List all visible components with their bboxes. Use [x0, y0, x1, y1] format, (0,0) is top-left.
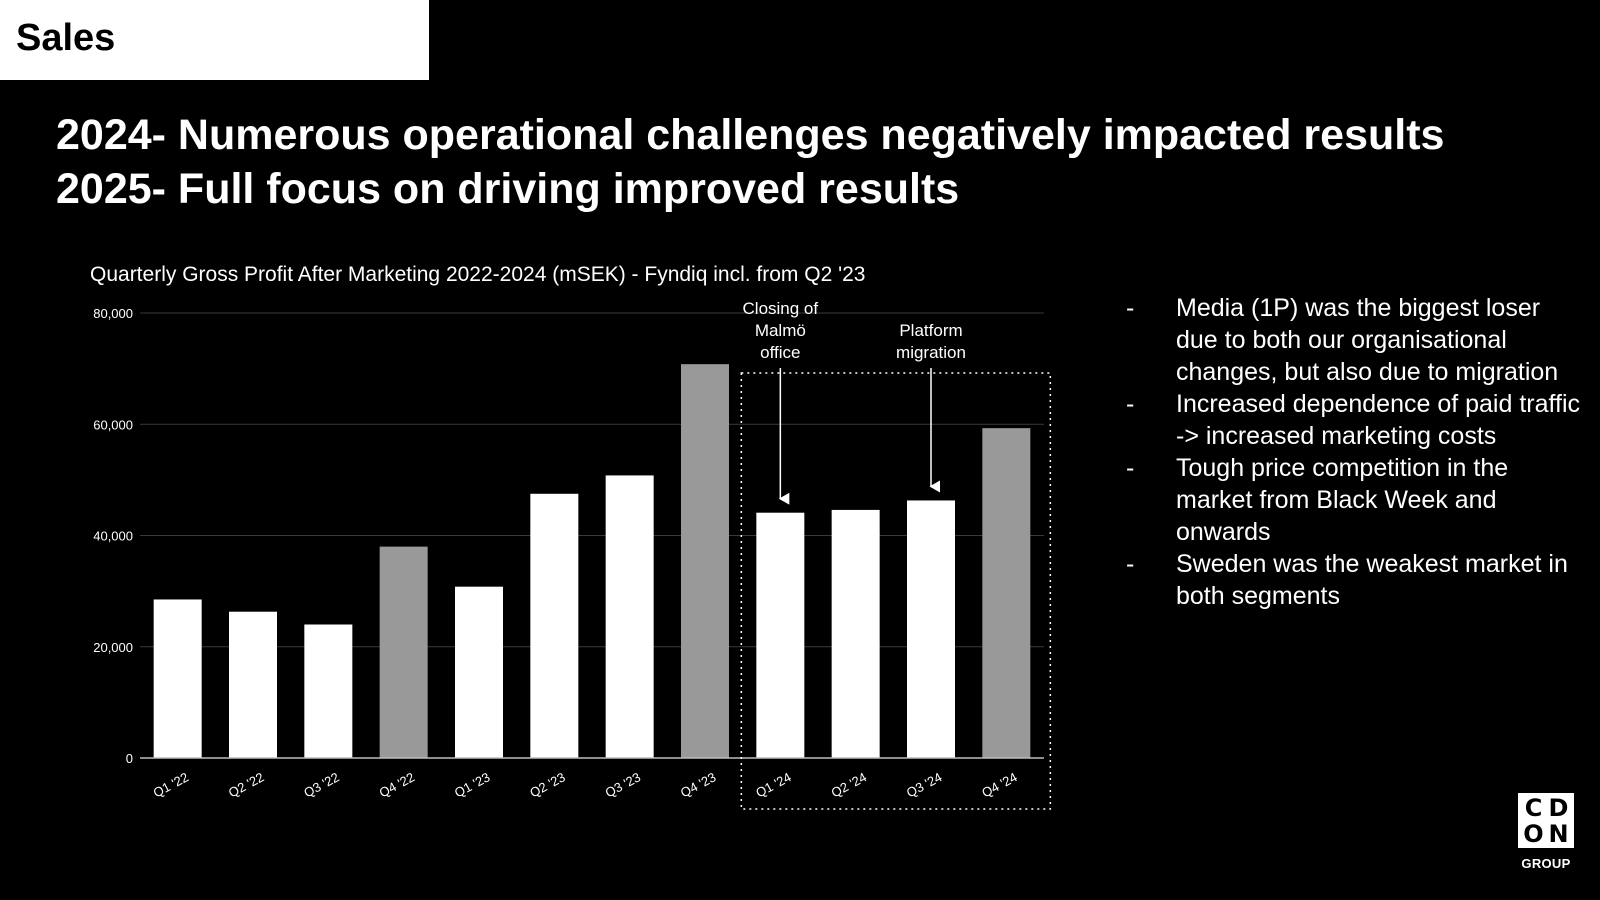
- logo-letter: O: [1523, 820, 1544, 848]
- bullet-item: - Increased dependence of paid traffic -…: [1126, 388, 1586, 452]
- bullet-text: Increased dependence of paid traffic -> …: [1176, 390, 1580, 450]
- bullet-item: - Tough price competition in the market …: [1126, 452, 1586, 548]
- bar: [530, 493, 579, 758]
- x-tick-label: Q4 '22: [377, 769, 418, 800]
- bullet-list: - Media (1P) was the biggest loser due t…: [1126, 292, 1586, 612]
- x-tick-label: Q2 '24: [829, 769, 870, 800]
- y-tick-label: 40,000: [93, 529, 133, 544]
- bar: [605, 475, 654, 758]
- section-tab: Sales: [0, 0, 429, 80]
- chart-title: Quarterly Gross Profit After Marketing 2…: [90, 263, 865, 286]
- bullet-text: Sweden was the weakest market in both se…: [1176, 550, 1568, 610]
- bar: [153, 599, 202, 758]
- bullet-dash: -: [1126, 550, 1135, 578]
- x-tick-label: Q3 '22: [301, 769, 342, 800]
- bar: [756, 512, 805, 758]
- x-tick-label: Q2 '22: [226, 769, 267, 800]
- headline-line-2: 2025- Full focus on driving improved res…: [56, 165, 960, 213]
- y-tick-label: 60,000: [93, 417, 133, 432]
- x-tick-label: Q1 '24: [753, 769, 794, 800]
- bar: [681, 364, 729, 758]
- annotation-label: Closing of Malmö office: [743, 299, 819, 362]
- section-label: Sales: [16, 17, 116, 59]
- bullet-item: - Sweden was the weakest market in both …: [1126, 548, 1586, 612]
- x-tick-label: Q2 '23: [527, 769, 568, 800]
- bullet-dash: -: [1126, 454, 1135, 482]
- y-tick-label: 80,000: [93, 306, 133, 321]
- bullet-item: - Media (1P) was the biggest loser due t…: [1126, 292, 1586, 388]
- x-tick-label: Q1 '23: [452, 769, 493, 800]
- slide-headline: 2024- Numerous operational challenges ne…: [56, 108, 1576, 216]
- bar: [304, 624, 353, 758]
- bar: [907, 500, 955, 758]
- logo-letter: C: [1524, 794, 1543, 822]
- bar: [229, 611, 277, 758]
- logo-letter: N: [1548, 820, 1569, 848]
- x-tick-label: Q1 '22: [151, 769, 192, 800]
- bullet-text: Tough price competition in the market fr…: [1176, 454, 1509, 546]
- logo-letter: D: [1548, 794, 1569, 822]
- logo-subtitle: GROUP: [1521, 856, 1571, 871]
- bar: [455, 586, 503, 758]
- x-tick-label: Q4 '23: [678, 769, 719, 800]
- annotation-label: Platform migration: [896, 321, 966, 362]
- y-tick-label: 0: [126, 751, 133, 766]
- headline-line-1: 2024- Numerous operational challenges ne…: [56, 111, 1445, 159]
- bullet-dash: -: [1126, 390, 1135, 418]
- x-tick-label: Q3 '24: [904, 769, 945, 800]
- bar: [982, 428, 1031, 758]
- y-tick-label: 20,000: [93, 640, 133, 655]
- bullet-dash: -: [1126, 294, 1135, 322]
- x-tick-label: Q4 '24: [979, 769, 1020, 800]
- bar: [831, 509, 880, 758]
- gross-profit-chart: Quarterly Gross Profit After Marketing 2…: [90, 263, 1052, 810]
- bar: [379, 546, 428, 758]
- bullet-text: Media (1P) was the biggest loser due to …: [1176, 294, 1559, 386]
- x-tick-label: Q3 '23: [603, 769, 644, 800]
- cdon-logo: C D O N: [1518, 793, 1574, 848]
